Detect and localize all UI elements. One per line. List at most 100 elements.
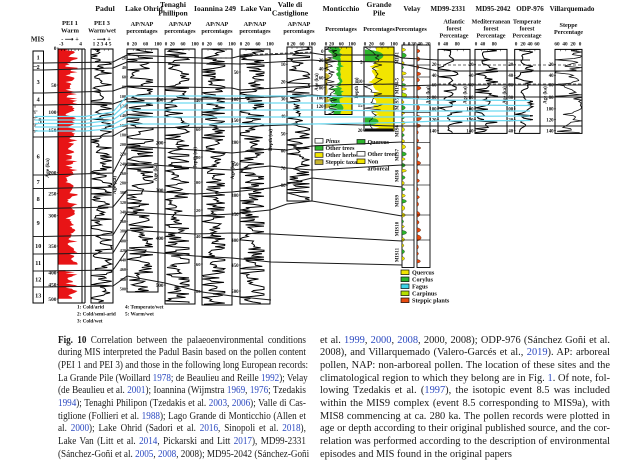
svg-text:PEI 3: PEI 3 bbox=[94, 20, 111, 27]
svg-text:40: 40 bbox=[443, 43, 449, 48]
svg-text:Warm/wet: Warm/wet bbox=[88, 28, 117, 35]
svg-text:60: 60 bbox=[218, 43, 224, 48]
svg-text:Lake Ohrid: Lake Ohrid bbox=[125, 4, 164, 13]
svg-text:30: 30 bbox=[411, 42, 417, 48]
svg-text:10: 10 bbox=[35, 243, 41, 250]
svg-text:250: 250 bbox=[231, 163, 239, 168]
svg-text:Percentage: Percentage bbox=[512, 33, 541, 40]
svg-text:80: 80 bbox=[549, 96, 554, 101]
svg-text:percentages: percentages bbox=[239, 28, 271, 35]
svg-text:60: 60 bbox=[181, 43, 187, 48]
svg-text:Percentages: Percentages bbox=[395, 26, 427, 33]
svg-text:60: 60 bbox=[549, 84, 554, 89]
svg-text:100: 100 bbox=[266, 43, 274, 48]
svg-text:400: 400 bbox=[156, 236, 164, 242]
svg-text:2: 2 bbox=[37, 64, 40, 71]
svg-text:30: 30 bbox=[281, 98, 286, 103]
svg-text:Depth (m): Depth (m) bbox=[269, 129, 274, 151]
svg-text:AP/NAP: AP/NAP bbox=[169, 21, 192, 28]
svg-text:60: 60 bbox=[122, 75, 126, 80]
svg-text:0: 0 bbox=[240, 43, 243, 48]
svg-text:- ⟶ +: - ⟶ + bbox=[93, 36, 111, 43]
svg-text:Steppic taxa: Steppic taxa bbox=[326, 160, 358, 166]
svg-text:40: 40 bbox=[432, 74, 437, 79]
svg-text:80: 80 bbox=[432, 96, 437, 101]
svg-text:Age (ka): Age (ka) bbox=[113, 176, 118, 195]
svg-text:Percentages: Percentages bbox=[363, 26, 395, 33]
svg-text:0: 0 bbox=[438, 43, 441, 48]
svg-text:380: 380 bbox=[120, 229, 126, 234]
svg-text:0: 0 bbox=[408, 42, 411, 48]
svg-text:100: 100 bbox=[466, 108, 474, 113]
svg-text:180: 180 bbox=[120, 132, 126, 137]
svg-text:80: 80 bbox=[469, 96, 474, 101]
svg-text:0: 0 bbox=[475, 43, 478, 48]
svg-text:MIS7: MIS7 bbox=[396, 149, 401, 161]
svg-text:Age (ka): Age (ka) bbox=[44, 158, 51, 178]
svg-text:340: 340 bbox=[120, 210, 126, 215]
svg-text:400: 400 bbox=[120, 238, 126, 243]
svg-text:80: 80 bbox=[492, 43, 498, 48]
svg-text:40: 40 bbox=[480, 43, 486, 48]
svg-text:Non: Non bbox=[368, 160, 379, 166]
svg-text:50: 50 bbox=[281, 132, 286, 137]
svg-text:300: 300 bbox=[48, 214, 56, 220]
svg-text:200: 200 bbox=[48, 171, 56, 177]
svg-text:320: 320 bbox=[120, 200, 126, 205]
svg-text:100: 100 bbox=[154, 43, 162, 48]
svg-text:0: 0 bbox=[364, 43, 367, 48]
svg-text:40: 40 bbox=[122, 65, 126, 70]
svg-text:0: 0 bbox=[54, 46, 57, 52]
svg-text:percentages: percentages bbox=[283, 28, 315, 35]
svg-text:20: 20 bbox=[520, 42, 526, 48]
svg-text:MIS11: MIS11 bbox=[396, 247, 401, 262]
svg-text:100: 100 bbox=[156, 98, 164, 104]
svg-text:60: 60 bbox=[380, 43, 386, 48]
svg-text:Age (ka): Age (ka) bbox=[544, 86, 549, 104]
svg-text:20: 20 bbox=[122, 55, 126, 60]
svg-text:50: 50 bbox=[234, 71, 239, 76]
svg-text:120: 120 bbox=[194, 208, 202, 213]
svg-text:120: 120 bbox=[316, 105, 324, 110]
svg-text:Warm: Warm bbox=[61, 28, 79, 35]
svg-text:Pinus: Pinus bbox=[326, 139, 341, 145]
svg-text:200: 200 bbox=[120, 142, 126, 147]
svg-text:10: 10 bbox=[358, 80, 363, 85]
svg-text:20: 20 bbox=[508, 63, 513, 68]
svg-text:300: 300 bbox=[156, 188, 164, 194]
svg-text:e: e bbox=[34, 130, 36, 134]
svg-text:20: 20 bbox=[281, 80, 286, 85]
svg-text:- ⟶ +: - ⟶ + bbox=[61, 36, 79, 43]
svg-text:13: 13 bbox=[35, 293, 41, 300]
svg-text:0: 0 bbox=[403, 42, 406, 48]
svg-text:1: Cold/arid: 1: Cold/arid bbox=[77, 305, 104, 311]
svg-text:MIS9: MIS9 bbox=[396, 195, 401, 207]
svg-text:percentages: percentages bbox=[164, 28, 196, 35]
svg-text:b: b bbox=[34, 111, 36, 115]
svg-text:Pile: Pile bbox=[373, 9, 386, 18]
svg-text:arboreal: arboreal bbox=[368, 167, 390, 173]
svg-text:60: 60 bbox=[143, 43, 149, 48]
svg-text:Age (ka): Age (ka) bbox=[427, 86, 432, 104]
svg-text:60: 60 bbox=[469, 84, 474, 89]
svg-text:PEI 1: PEI 1 bbox=[62, 20, 78, 27]
svg-text:20: 20 bbox=[170, 43, 176, 48]
svg-text:Age (ka): Age (ka) bbox=[464, 86, 469, 104]
svg-text:MD99-2331: MD99-2331 bbox=[431, 5, 466, 13]
svg-text:-3: -3 bbox=[59, 42, 64, 48]
svg-text:300: 300 bbox=[120, 190, 126, 195]
svg-text:60: 60 bbox=[432, 84, 437, 89]
svg-text:250: 250 bbox=[48, 192, 56, 198]
svg-text:Percentage: Percentage bbox=[476, 33, 505, 40]
svg-text:d: d bbox=[34, 124, 36, 128]
svg-text:80: 80 bbox=[508, 96, 513, 101]
svg-text:Padul: Padul bbox=[95, 4, 115, 13]
svg-text:Age (ka): Age (ka) bbox=[154, 163, 159, 182]
svg-text:80: 80 bbox=[196, 155, 201, 160]
svg-text:20: 20 bbox=[319, 59, 324, 64]
svg-text:Percentages: Percentages bbox=[325, 26, 357, 33]
svg-text:140: 140 bbox=[546, 130, 554, 135]
svg-text:40: 40 bbox=[549, 74, 554, 79]
svg-text:AP/NAP: AP/NAP bbox=[206, 21, 229, 28]
svg-text:Valle di: Valle di bbox=[278, 0, 302, 9]
